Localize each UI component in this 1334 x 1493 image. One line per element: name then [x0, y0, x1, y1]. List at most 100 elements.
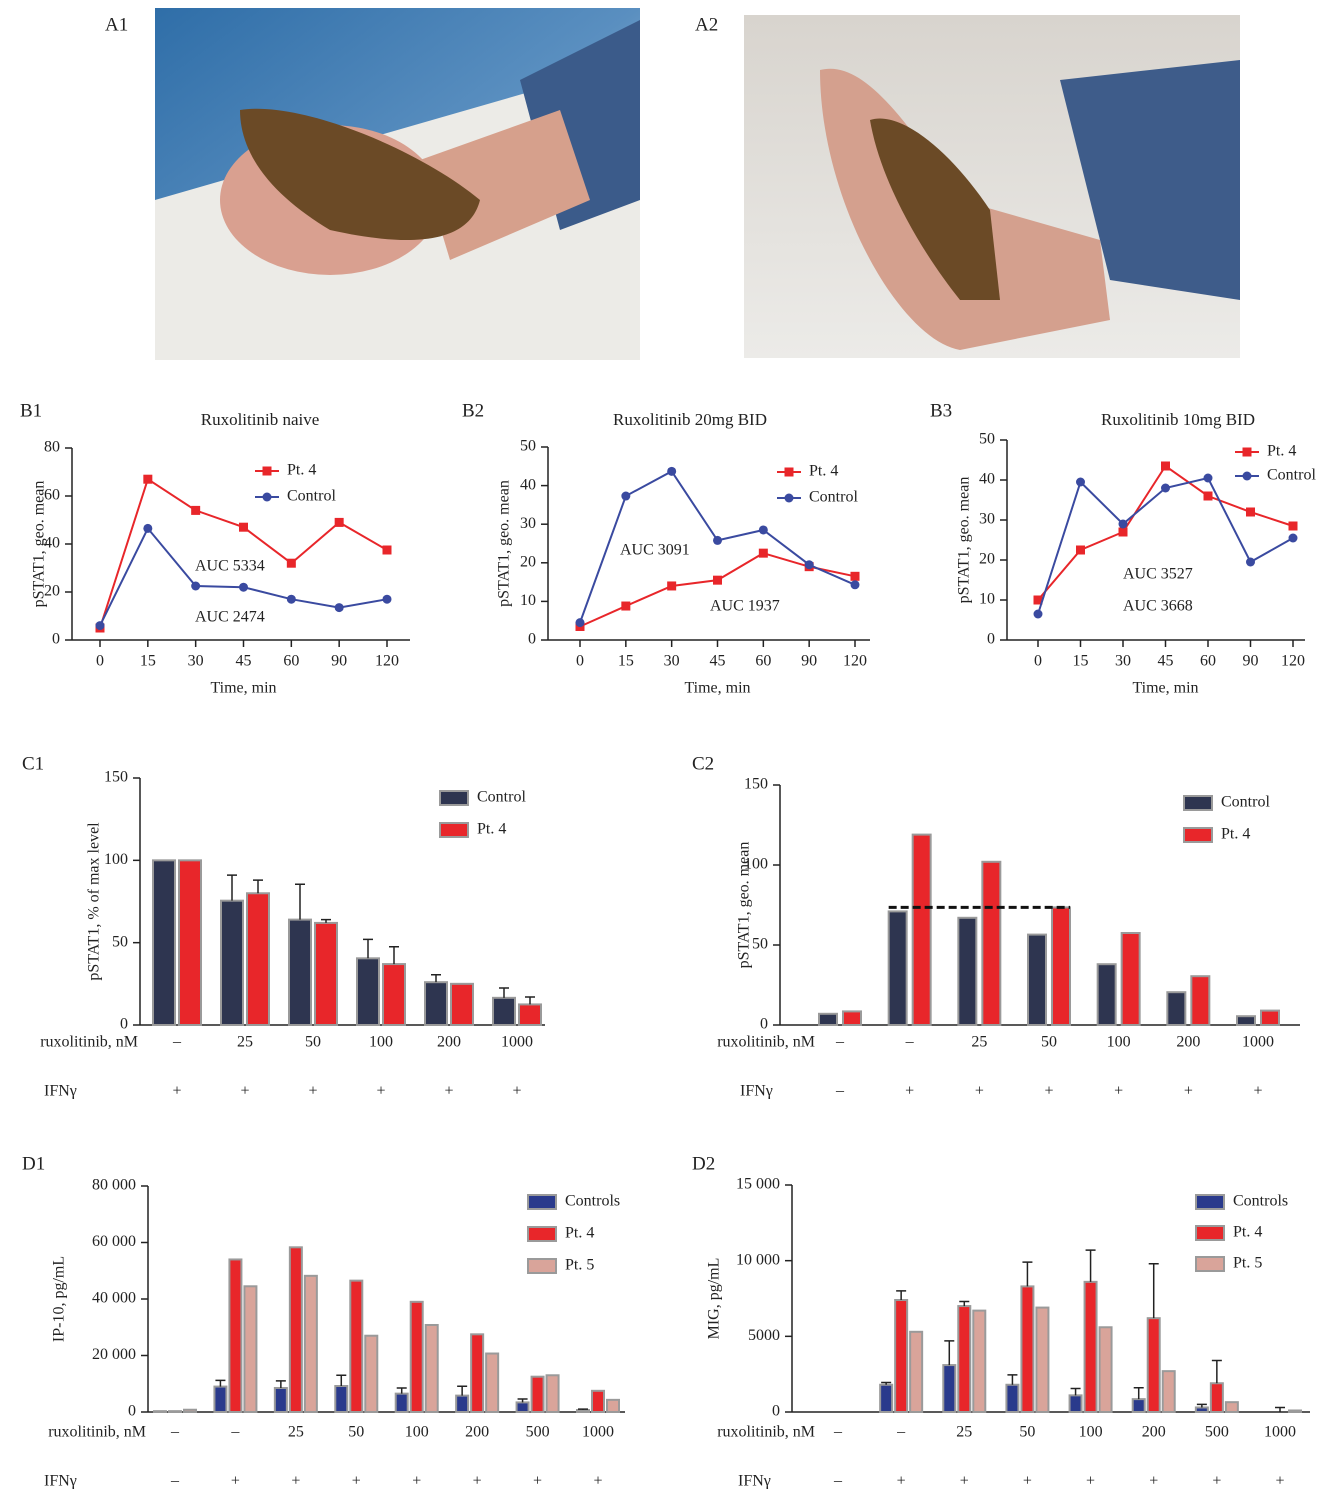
y-tick-label: 150: [104, 769, 128, 786]
row-value: –: [170, 1473, 180, 1490]
point: [1289, 534, 1298, 543]
y-axis-label: MIG, pg/mL: [706, 1258, 723, 1340]
series-line: [580, 553, 855, 626]
bar: [471, 1334, 483, 1412]
row-label: IFNγ: [738, 1473, 771, 1490]
annotation: AUC 5334: [195, 558, 265, 575]
panel-label: D2: [692, 1153, 715, 1174]
row-value: +: [1184, 1083, 1193, 1100]
bar: [1100, 1327, 1112, 1412]
point: [759, 549, 768, 558]
x-tick-label: 50: [348, 1424, 364, 1441]
legend-label: Controls: [565, 1193, 620, 1210]
x-tick-label: 500: [526, 1424, 550, 1441]
x-tick-label: 45: [710, 653, 726, 670]
x-tick-label: –: [835, 1034, 845, 1051]
legend-swatch: [440, 823, 468, 837]
x-tick-label: 90: [331, 653, 347, 670]
x-tick-label: 120: [375, 653, 399, 670]
y-tick-label: 50: [752, 936, 768, 953]
point: [713, 576, 722, 585]
bar: [229, 1259, 241, 1412]
y-tick-label: 150: [744, 776, 768, 793]
bar: [1133, 1399, 1145, 1412]
error-bar: [1086, 1250, 1096, 1282]
row-value: +: [975, 1083, 984, 1100]
point: [383, 546, 392, 555]
legend-label: Controls: [1233, 1193, 1288, 1210]
y-tick-label: 40: [520, 476, 536, 493]
x-tick-label: –: [905, 1034, 915, 1051]
legend-label: Pt. 4: [1233, 1224, 1262, 1241]
bar: [517, 1402, 529, 1412]
x-tick-label: 45: [236, 653, 252, 670]
legend-label: Pt. 4: [809, 463, 838, 480]
bar: [426, 1325, 438, 1412]
point: [1246, 508, 1255, 517]
y-axis-label: pSTAT1, geo. mean: [956, 477, 973, 604]
row-value: +: [1023, 1473, 1032, 1490]
legend-swatch: [1184, 796, 1212, 810]
bar: [456, 1396, 468, 1412]
series-line: [100, 479, 387, 628]
x-tick-label: 25: [288, 1424, 304, 1441]
x-tick-label: 1000: [1242, 1034, 1274, 1051]
x-tick-label: 200: [1176, 1034, 1200, 1051]
point: [335, 518, 344, 527]
bar: [244, 1286, 256, 1412]
row-value: +: [1149, 1473, 1158, 1490]
error-bar: [389, 947, 399, 964]
bar: [1052, 907, 1070, 1025]
bar: [1098, 964, 1116, 1025]
row-value: +: [473, 1473, 482, 1490]
row-value: +: [231, 1473, 240, 1490]
bar: [895, 1300, 907, 1412]
point: [143, 475, 152, 484]
point: [851, 580, 860, 589]
bar: [1070, 1395, 1082, 1412]
point: [1076, 478, 1085, 487]
point: [621, 492, 630, 501]
point: [1204, 474, 1213, 483]
row-value: +: [291, 1473, 300, 1490]
point: [759, 525, 768, 534]
legend-swatch: [1196, 1226, 1224, 1240]
x-tick-label: 500: [1205, 1424, 1229, 1441]
row-value: +: [172, 1083, 181, 1100]
x-tick-label: 1000: [501, 1034, 533, 1051]
x-tick-label: –: [230, 1424, 240, 1441]
row-value: +: [1212, 1473, 1221, 1490]
legend-label: Pt. 4: [1267, 443, 1296, 460]
legend-label: Control: [477, 789, 526, 806]
y-tick-label: 40 000: [92, 1290, 136, 1307]
y-tick-label: 30: [520, 515, 536, 532]
legend-marker: [263, 467, 272, 476]
row-value: +: [960, 1473, 969, 1490]
error-bar: [1149, 1264, 1159, 1318]
legend-marker: [1243, 472, 1252, 481]
row-label: IFNγ: [44, 1083, 77, 1100]
photo-a1: [155, 8, 640, 360]
bar: [1261, 1011, 1279, 1025]
point: [1119, 520, 1128, 529]
bar: [335, 1386, 347, 1412]
x-tick-label: 25: [956, 1424, 972, 1441]
x-tick-label: –: [833, 1424, 843, 1441]
panel-label: A2: [695, 14, 718, 35]
point: [191, 506, 200, 515]
legend-label: Pt. 5: [1233, 1255, 1262, 1272]
y-tick-label: 0: [128, 1403, 136, 1420]
error-bar: [1022, 1262, 1032, 1286]
chart-title: Ruxolitinib 10mg BID: [1101, 410, 1255, 429]
legend-label: Control: [1221, 794, 1270, 811]
y-tick-label: 80 000: [92, 1177, 136, 1194]
bar: [982, 862, 1000, 1025]
x-tick-label: 200: [437, 1034, 461, 1051]
bar: [214, 1387, 226, 1412]
x-tick-label: 100: [1079, 1424, 1103, 1441]
point: [287, 595, 296, 604]
row-value: +: [512, 1083, 521, 1100]
y-axis-label: pSTAT1, % of max level: [86, 822, 103, 981]
category-label: ruxolitinib, nM: [48, 1424, 146, 1441]
x-tick-label: –: [896, 1424, 906, 1441]
